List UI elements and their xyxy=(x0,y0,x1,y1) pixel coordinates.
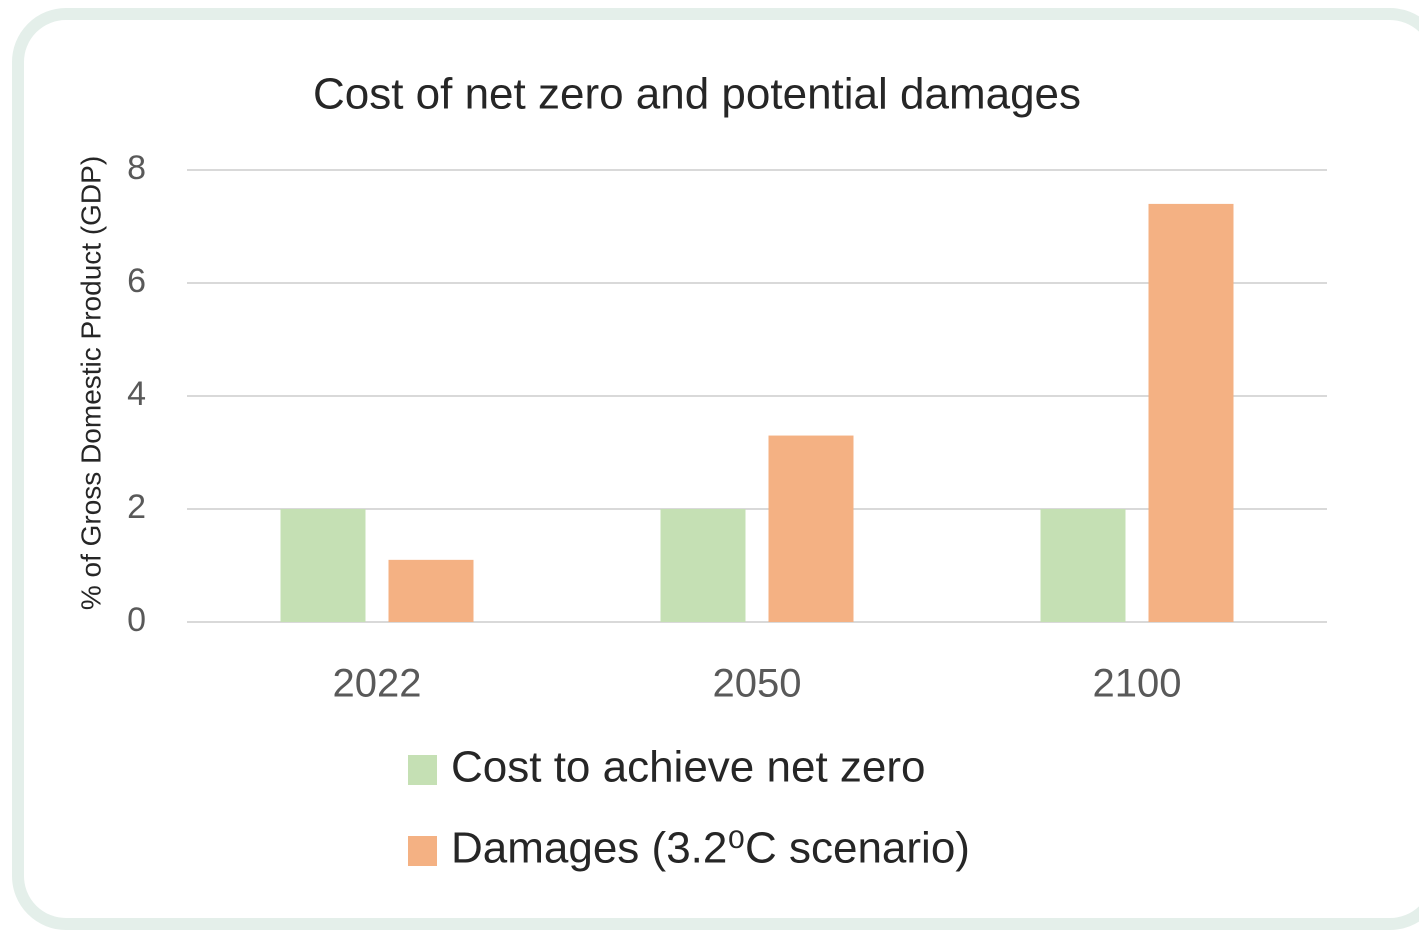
y-axis-label: % of Gross Domestic Product (GDP) xyxy=(75,156,106,610)
chart-title: Cost of net zero and potential damages xyxy=(313,70,1081,119)
card xyxy=(12,8,1419,930)
y-tick-label: 6 xyxy=(127,262,146,300)
y-tick-label: 8 xyxy=(127,149,146,187)
x-tick-label: 2022 xyxy=(333,662,422,706)
bar xyxy=(660,509,746,622)
bar xyxy=(1148,203,1234,622)
bar xyxy=(280,509,366,622)
y-tick-label: 0 xyxy=(127,601,146,639)
x-tick-label: 2050 xyxy=(713,662,802,706)
bar xyxy=(768,435,854,622)
x-tick-label: 2100 xyxy=(1093,662,1182,706)
legend-label: Cost to achieve net zero xyxy=(451,743,925,792)
legend-swatch xyxy=(408,755,437,785)
legend-label: Damages (3.2⁰C scenario) xyxy=(451,824,970,873)
y-tick-label: 4 xyxy=(127,375,146,413)
bar xyxy=(1040,509,1126,622)
bar xyxy=(388,559,474,622)
legend-swatch xyxy=(408,836,437,866)
y-tick-label: 2 xyxy=(127,488,146,526)
